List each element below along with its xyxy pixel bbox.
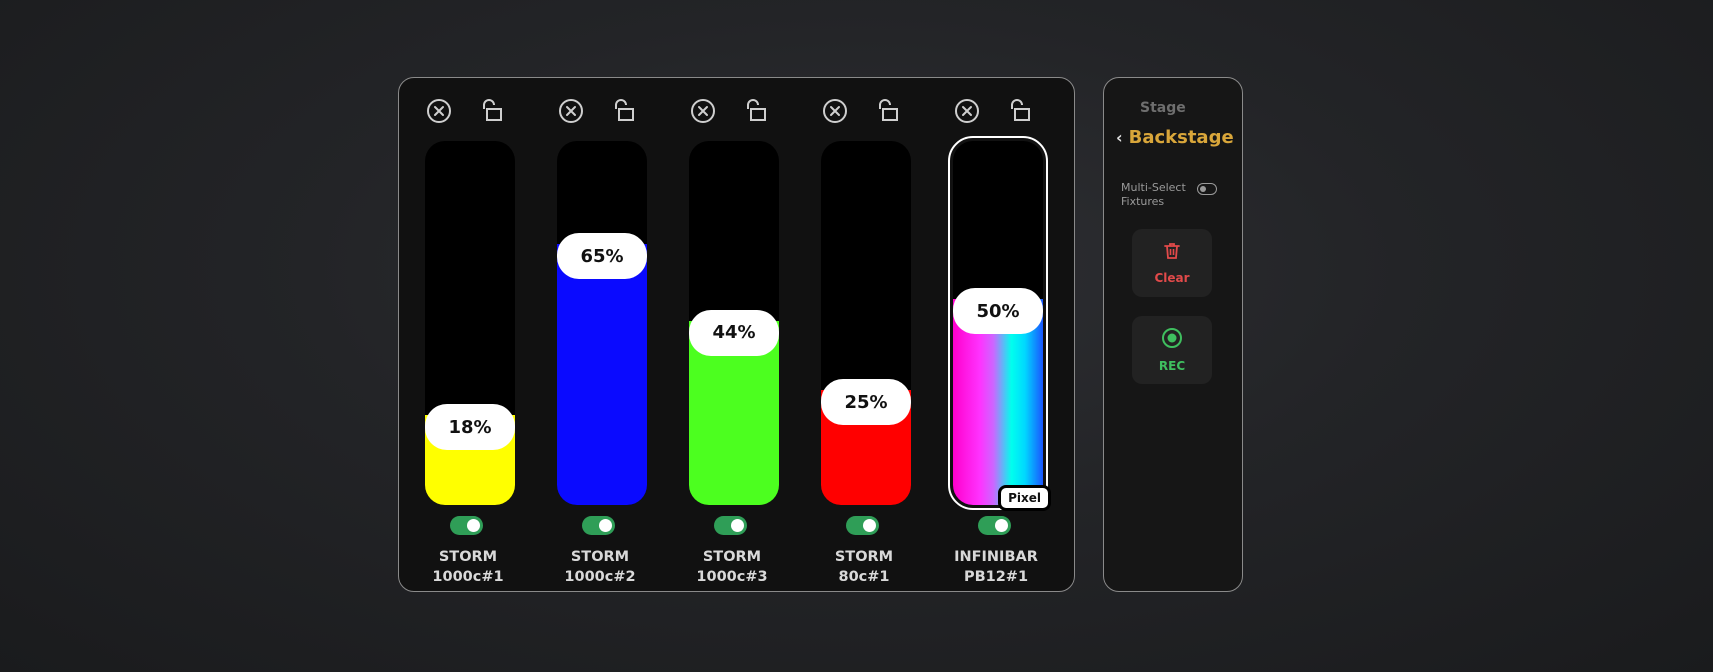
- fixture-name: INFINIBAR PB12#1: [954, 549, 1038, 585]
- chevron-left-icon: ‹: [1116, 128, 1123, 147]
- fixture-panel: 18% STORM 1000c#1 65% STORM 1000c#2: [398, 77, 1075, 592]
- unlock-icon[interactable]: [611, 97, 639, 125]
- trash-icon: [1162, 241, 1182, 265]
- pixel-badge[interactable]: Pixel: [998, 485, 1051, 511]
- record-icon: [1161, 327, 1183, 353]
- intensity-slider[interactable]: 18%: [425, 141, 515, 505]
- multi-select-toggle[interactable]: [1197, 183, 1217, 195]
- unlock-icon[interactable]: [1007, 97, 1035, 125]
- fixture-column: 25% STORM 80c#1: [818, 78, 911, 591]
- fixture-enable-toggle[interactable]: [450, 516, 483, 535]
- fixture-enable-toggle[interactable]: [714, 516, 747, 535]
- close-icon[interactable]: [425, 97, 453, 125]
- unlock-icon[interactable]: [743, 97, 771, 125]
- fixture-name: STORM 1000c#2: [564, 549, 636, 585]
- intensity-value-handle[interactable]: 25%: [821, 379, 911, 425]
- intensity-slider[interactable]: 44%: [689, 141, 779, 505]
- fixture-name: STORM 1000c#3: [696, 549, 768, 585]
- intensity-value-handle[interactable]: 65%: [557, 233, 647, 280]
- intensity-fill: [557, 244, 647, 505]
- fixture-column: 65% STORM 1000c#2: [554, 78, 647, 591]
- section-title: Backstage: [1128, 127, 1234, 148]
- multi-select-label: Multi-Select Fixtures: [1121, 181, 1186, 208]
- intensity-slider[interactable]: 50% Pixel: [948, 136, 1051, 511]
- stage-link[interactable]: Stage: [1140, 100, 1186, 116]
- fixture-column: 44% STORM 1000c#3: [686, 78, 779, 591]
- fixture-enable-toggle[interactable]: [846, 516, 879, 535]
- close-icon[interactable]: [689, 97, 717, 125]
- fixture-column: 50% Pixel INFINIBAR PB12#1: [948, 78, 1051, 591]
- intensity-slider[interactable]: 65%: [557, 141, 647, 505]
- close-icon[interactable]: [821, 97, 849, 125]
- close-icon[interactable]: [953, 97, 981, 125]
- back-navigation[interactable]: ‹ Backstage: [1116, 127, 1234, 148]
- unlock-icon[interactable]: [875, 97, 903, 125]
- fixture-column: 18% STORM 1000c#1: [422, 78, 515, 591]
- clear-label: Clear: [1154, 271, 1190, 285]
- fixture-name: STORM 80c#1: [834, 549, 894, 585]
- close-icon[interactable]: [557, 97, 585, 125]
- intensity-value-handle[interactable]: 50%: [953, 288, 1043, 334]
- sidebar-panel: Stage ‹ Backstage Multi-Select Fixtures …: [1103, 77, 1243, 592]
- intensity-value-handle[interactable]: 44%: [689, 309, 779, 356]
- rec-button[interactable]: REC: [1132, 316, 1212, 384]
- intensity-value-handle[interactable]: 18%: [425, 404, 515, 451]
- rec-label: REC: [1158, 359, 1186, 373]
- clear-button[interactable]: Clear: [1132, 229, 1212, 297]
- fixture-enable-toggle[interactable]: [978, 516, 1011, 535]
- unlock-icon[interactable]: [479, 97, 507, 125]
- fixture-name: STORM 1000c#1: [432, 549, 504, 585]
- intensity-slider[interactable]: 25%: [821, 141, 911, 505]
- fixture-enable-toggle[interactable]: [582, 516, 615, 535]
